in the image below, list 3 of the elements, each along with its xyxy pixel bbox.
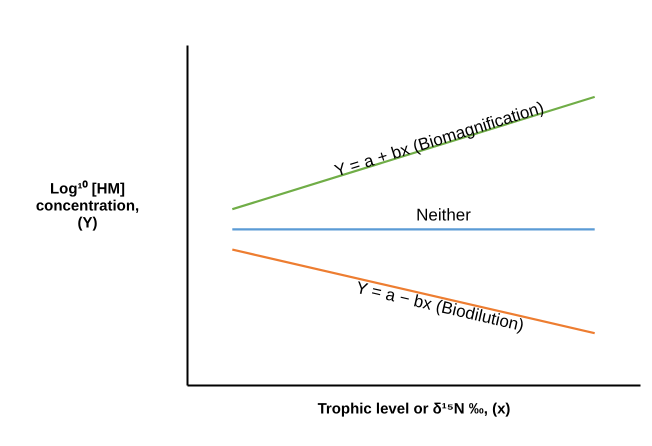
y-axis-title: Log¹⁰ [HM] concentration, (Y) xyxy=(36,179,140,232)
series-label: Neither xyxy=(416,205,472,224)
x-axis-title: Trophic level or δ¹⁵N ‰, (x) xyxy=(318,400,510,418)
